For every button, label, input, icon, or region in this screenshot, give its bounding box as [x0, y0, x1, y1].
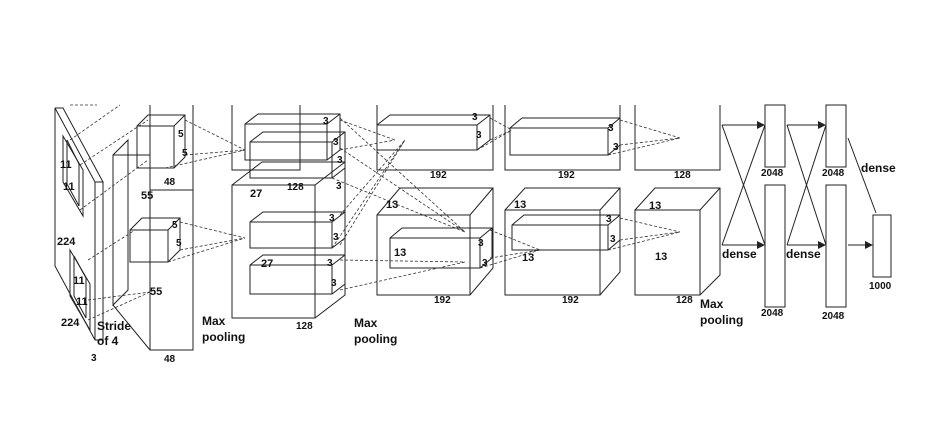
k3-conv3-4-label: 3 — [482, 258, 488, 269]
input-kernel-top — [62, 134, 84, 218]
k3-conv3-2-label: 3 — [476, 130, 482, 141]
conv5-bottom-volume — [634, 187, 721, 296]
k3-conv3-1-label: 3 — [472, 112, 478, 123]
k3-conv2-4-label: 3 — [329, 213, 335, 224]
conv2-bottom-volume — [231, 161, 346, 319]
input-depth-label: 3 — [91, 353, 97, 364]
fc2-bottom-bar — [825, 184, 847, 308]
conv4-top-volume — [504, 105, 621, 171]
fc2-top-size-label: 2048 — [822, 168, 845, 179]
kernel-11-top-b-label: 11 — [63, 181, 75, 193]
input-height-label: 224 — [57, 236, 76, 248]
conv3-depth-bot-label: 192 — [434, 295, 451, 306]
input-volume — [54, 107, 104, 341]
k3-conv2-1-label: 3 — [323, 116, 329, 127]
conv1-depth-top-label: 48 — [164, 177, 176, 188]
conv4-size-b-label: 13 — [522, 252, 534, 264]
k5-bot-a-label: 5 — [172, 220, 178, 231]
fc2-bot-size-label: 2048 — [822, 311, 845, 322]
dense-label-3: dense — [861, 161, 896, 175]
k3-conv4-2-label: 3 — [613, 142, 619, 153]
k3-conv4-4-label: 3 — [610, 234, 616, 245]
k3-conv2-6-label: 3 — [327, 258, 333, 269]
dense-arrows — [721, 121, 877, 249]
conv1-size-top-label: 55 — [141, 190, 153, 202]
k5-top-a-label: 5 — [178, 129, 184, 140]
k3-conv4-1-label: 3 — [608, 123, 614, 134]
fc2-top-bar — [825, 104, 847, 168]
output-bar — [872, 214, 892, 278]
maxpool3-label-line2: pooling — [700, 313, 743, 327]
kernel-11-top-a-label: 11 — [60, 159, 72, 171]
maxpool2-label-line1: Max — [354, 316, 378, 330]
conv5-size-a-label: 13 — [649, 200, 661, 212]
output-size-label: 1000 — [869, 281, 892, 292]
input-width-label: 224 — [61, 317, 80, 329]
conv3-size-b-label: 13 — [394, 247, 406, 259]
conv5-top-volume — [634, 105, 721, 171]
maxpool1-label-line1: Max — [202, 314, 226, 328]
k3-conv2-3-label: 3 — [337, 155, 343, 166]
conv5-depth-bot-label: 128 — [676, 295, 693, 306]
maxpool3-label-line1: Max — [700, 297, 724, 311]
stride-label-line2: of 4 — [97, 334, 119, 348]
conv3-depth-top-label: 192 — [430, 170, 447, 181]
k3-conv2-5-label: 3 — [333, 232, 339, 243]
dense-label-2: dense — [786, 247, 821, 261]
k3-conv2-8-label: 3 — [336, 181, 342, 192]
kernel-11-bot-a-label: 11 — [73, 275, 85, 287]
conv2-depth-bot-label: 128 — [296, 321, 313, 332]
fc1-bot-size-label: 2048 — [761, 308, 784, 319]
k3-conv4-3-label: 3 — [606, 214, 612, 225]
conv2-size-top-label: 27 — [250, 188, 262, 200]
fc1-bottom-bar — [764, 184, 786, 308]
conv3-size-label: 13 — [386, 199, 398, 211]
fc1-top-size-label: 2048 — [761, 168, 784, 179]
maxpool1-label-line2: pooling — [202, 330, 245, 344]
conv1-bottom-volume — [112, 138, 194, 351]
fc1-top-bar — [764, 104, 786, 168]
conv4-depth-bot-label: 192 — [562, 295, 579, 306]
maxpool2-label-line2: pooling — [354, 332, 397, 346]
k3-conv3-3-label: 3 — [478, 238, 484, 249]
kernel-11-bot-b-label: 11 — [76, 296, 88, 308]
conv2-depth-top-label: 128 — [287, 182, 304, 193]
k3-conv2-2-label: 3 — [333, 137, 339, 148]
dense-label-1: dense — [722, 247, 757, 261]
conv2-size-bot-label: 27 — [261, 258, 273, 270]
connector-lines — [69, 104, 681, 321]
conv1-size-bot-label: 55 — [150, 286, 162, 298]
stride-label-line1: Stride — [97, 319, 131, 333]
conv5-depth-top-label: 128 — [674, 170, 691, 181]
conv4-size-label: 13 — [514, 199, 526, 211]
k3-conv2-7-label: 3 — [331, 278, 337, 289]
conv1-depth-bot-label: 48 — [164, 354, 176, 365]
k5-bot-b-label: 5 — [176, 238, 182, 249]
conv4-depth-top-label: 192 — [558, 170, 575, 181]
k5-top-b-label: 5 — [182, 148, 188, 159]
conv5-size-b-label: 13 — [655, 251, 667, 263]
